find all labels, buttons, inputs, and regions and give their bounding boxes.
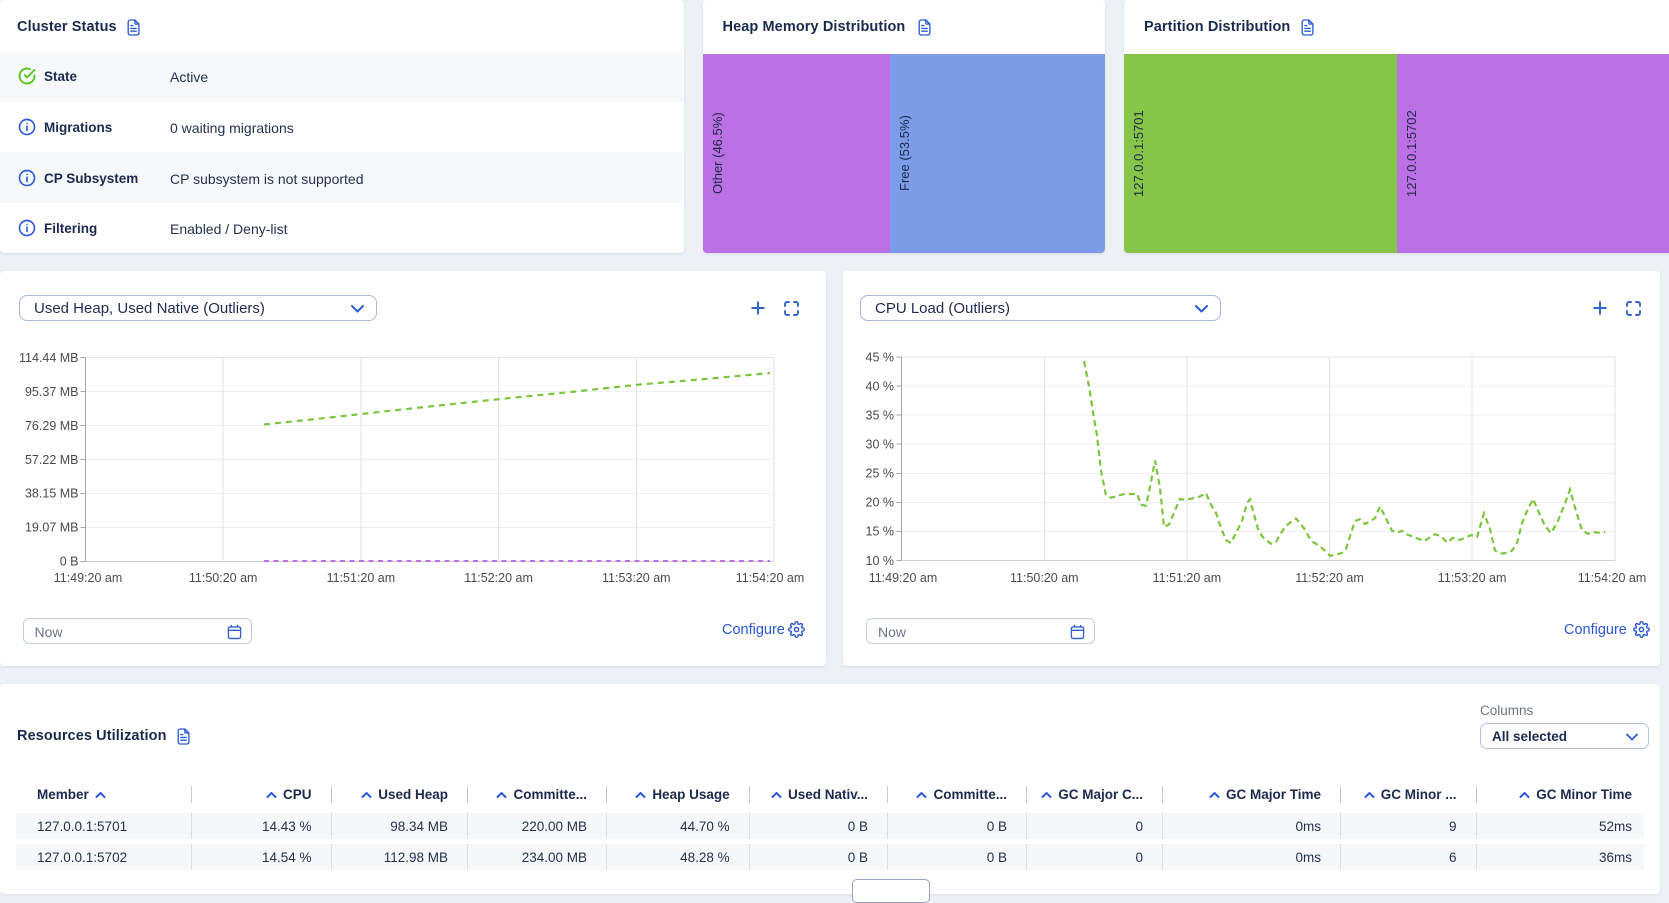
svg-text:35 %: 35 % xyxy=(866,408,895,422)
svg-text:10 %: 10 % xyxy=(866,554,895,568)
svg-text:38.15 MB: 38.15 MB xyxy=(25,487,79,501)
svg-text:11:51:20 am: 11:51:20 am xyxy=(327,571,396,585)
svg-text:19.07 MB: 19.07 MB xyxy=(25,521,79,535)
svg-text:0 B: 0 B xyxy=(60,555,79,569)
svg-text:11:52:20 am: 11:52:20 am xyxy=(464,571,533,585)
svg-text:57.22 MB: 57.22 MB xyxy=(25,453,79,467)
svg-text:40 %: 40 % xyxy=(866,379,895,393)
svg-text:25 %: 25 % xyxy=(866,467,895,481)
svg-text:11:52:20 am: 11:52:20 am xyxy=(1295,571,1364,585)
svg-text:15 %: 15 % xyxy=(866,525,895,539)
svg-text:11:53:20 am: 11:53:20 am xyxy=(1438,571,1507,585)
svg-text:114.44 MB: 114.44 MB xyxy=(19,351,79,365)
svg-text:95.37 MB: 95.37 MB xyxy=(25,385,79,399)
svg-text:11:54:20 am: 11:54:20 am xyxy=(1578,571,1647,585)
svg-text:30 %: 30 % xyxy=(866,438,895,452)
svg-text:45 %: 45 % xyxy=(866,350,895,364)
svg-text:20 %: 20 % xyxy=(866,496,895,510)
svg-text:76.29 MB: 76.29 MB xyxy=(25,419,79,433)
svg-text:11:54:20 am: 11:54:20 am xyxy=(736,571,805,585)
svg-text:11:50:20 am: 11:50:20 am xyxy=(1010,571,1079,585)
svg-text:11:53:20 am: 11:53:20 am xyxy=(602,571,671,585)
svg-text:11:51:20 am: 11:51:20 am xyxy=(1153,571,1222,585)
svg-text:11:50:20 am: 11:50:20 am xyxy=(189,571,258,585)
svg-text:11:49:20 am: 11:49:20 am xyxy=(54,571,123,585)
svg-text:11:49:20 am: 11:49:20 am xyxy=(869,571,938,585)
